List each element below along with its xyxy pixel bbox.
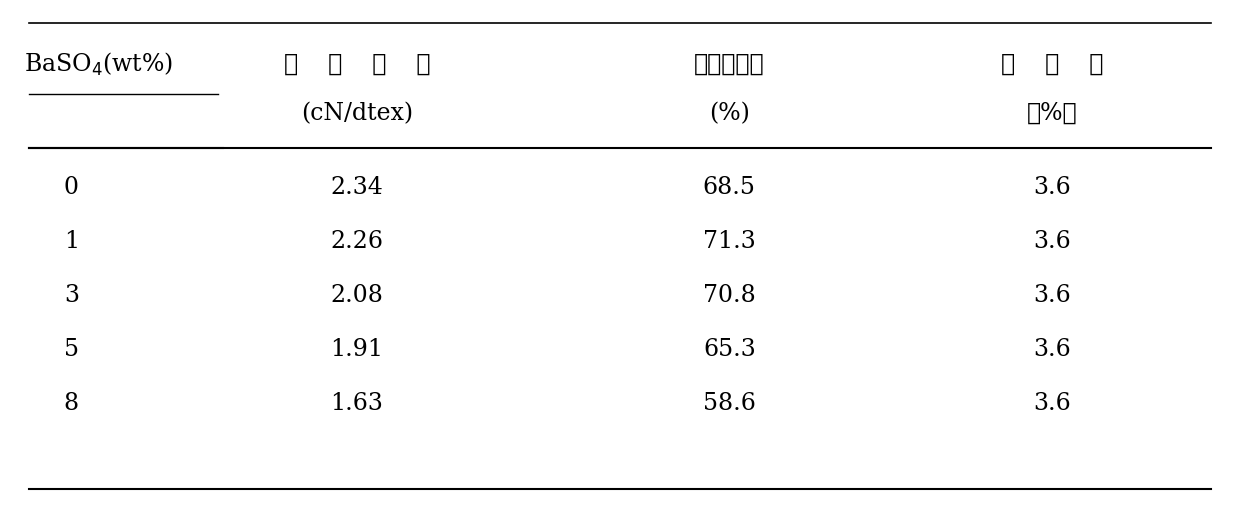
Text: 1.63: 1.63 — [330, 392, 383, 415]
Text: 0: 0 — [63, 176, 79, 199]
Text: 3.6: 3.6 — [1033, 176, 1071, 199]
Text: 2.34: 2.34 — [330, 176, 383, 199]
Text: 58.6: 58.6 — [703, 392, 755, 415]
Text: 3.6: 3.6 — [1033, 392, 1071, 415]
Text: 71.3: 71.3 — [703, 230, 755, 253]
Text: 3.6: 3.6 — [1033, 284, 1071, 307]
Text: 3: 3 — [63, 284, 79, 307]
Text: 3.6: 3.6 — [1033, 338, 1071, 361]
Text: （%）: （%） — [1027, 102, 1078, 125]
Text: 8: 8 — [63, 392, 79, 415]
Text: (%): (%) — [709, 102, 750, 125]
Text: 伸    长    率: 伸 长 率 — [1001, 53, 1104, 76]
Text: BaSO$_4$(wt%): BaSO$_4$(wt%) — [24, 51, 174, 78]
Text: 2.26: 2.26 — [330, 230, 383, 253]
Text: (cN/dtex): (cN/dtex) — [301, 102, 413, 125]
Text: 断    裂    强    度: 断 裂 强 度 — [284, 53, 430, 76]
Text: 3.6: 3.6 — [1033, 230, 1071, 253]
Text: 断裂伸长率: 断裂伸长率 — [694, 53, 765, 76]
Text: 1: 1 — [63, 230, 79, 253]
Text: 70.8: 70.8 — [703, 284, 755, 307]
Text: 5: 5 — [63, 338, 79, 361]
Text: 1.91: 1.91 — [330, 338, 383, 361]
Text: 68.5: 68.5 — [703, 176, 755, 199]
Text: 65.3: 65.3 — [703, 338, 755, 361]
Text: 2.08: 2.08 — [330, 284, 383, 307]
